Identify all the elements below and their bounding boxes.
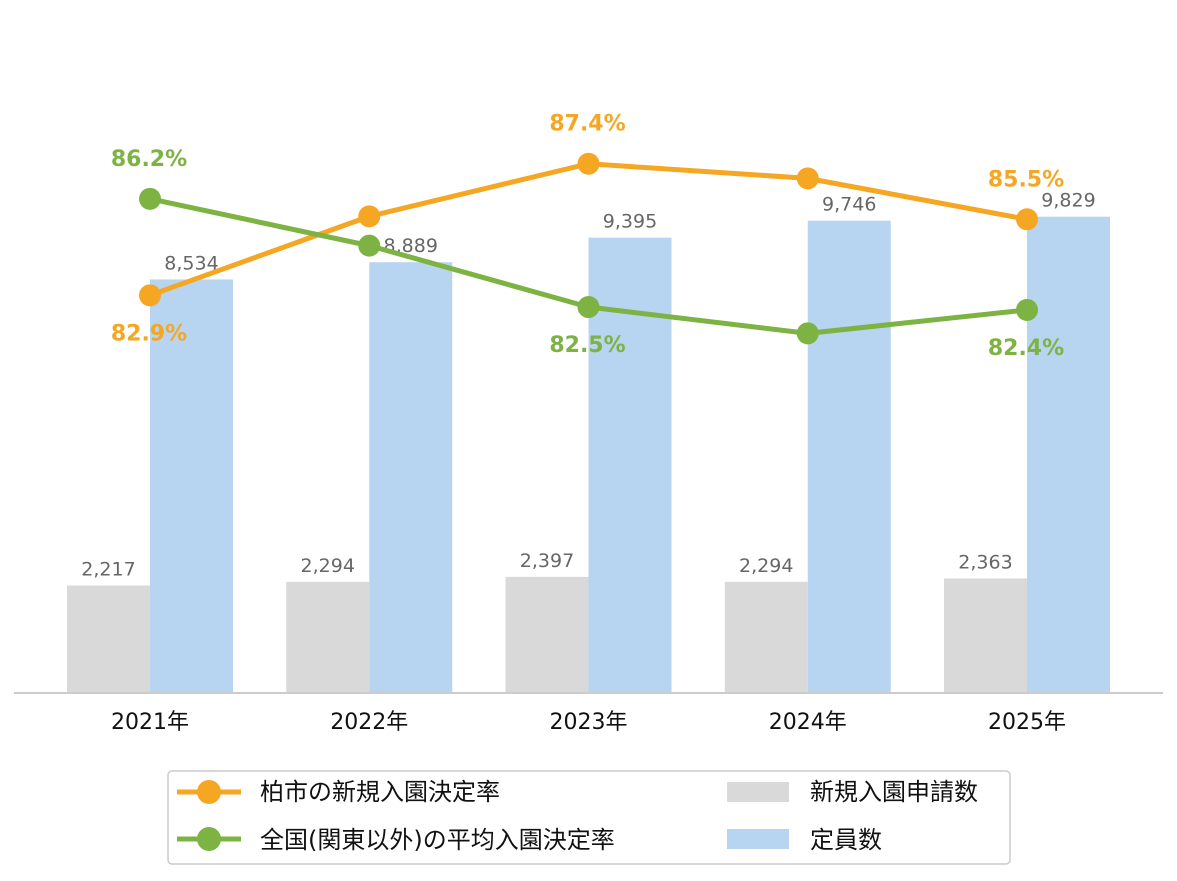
national-rate-data-label: 86.2% [111, 147, 187, 172]
x-tick-label: 2025年 [988, 710, 1066, 735]
kashiwa-rate-data-label: 87.4% [549, 112, 625, 137]
x-tick-label: 2021年 [111, 710, 189, 735]
lines-layer: 82.9% 87.4% 85.5% 86.2% 82.5% 82.4% [111, 112, 1064, 361]
x-tick-labels: 2021年 2022年 2023年 2024年 2025年 [111, 710, 1066, 735]
national-rate-point [358, 234, 381, 257]
kashiwa-rate-point [358, 205, 381, 228]
legend-swatch-marker-kashiwa [197, 780, 221, 804]
application-bar [67, 585, 150, 693]
application-bar [505, 576, 589, 693]
application-value-label: 2,294 [301, 555, 355, 577]
capacity-value-label: 8,534 [164, 252, 218, 274]
kashiwa-rate-data-label: 85.5% [988, 167, 1064, 192]
capacity-value-label: 9,829 [1041, 190, 1095, 212]
kashiwa-rate-point [139, 284, 161, 307]
legend-label-capacity: 定員数 [810, 826, 882, 854]
capacity-bar [150, 279, 233, 693]
kashiwa-rate-point [1016, 208, 1038, 231]
kashiwa-rate-data-label: 82.9% [111, 321, 187, 346]
capacity-bar [807, 220, 891, 693]
capacity-bar [588, 237, 672, 693]
application-value-label: 2,397 [520, 550, 574, 572]
bars-layer: 2,2178,5342,2948,8892,3979,3952,2949,746… [67, 190, 1110, 693]
legend: 柏市の新規入園決定率 全国(関東以外)の平均入園決定率 新規入園申請数 定員数 [167, 770, 1011, 865]
x-tick-label: 2022年 [330, 710, 408, 735]
legend-label-kashiwa-rate: 柏市の新規入園決定率 [260, 778, 500, 806]
national-rate-data-label: 82.5% [549, 333, 625, 358]
application-bar [286, 581, 370, 693]
x-tick-label: 2024年 [769, 710, 847, 735]
x-tick-label: 2023年 [550, 710, 628, 735]
kashiwa-rate-point [796, 167, 819, 190]
kashiwa-rate-point [577, 152, 600, 175]
capacity-value-label: 9,395 [603, 211, 657, 233]
application-bar [944, 578, 1027, 693]
national-rate-point [139, 187, 161, 210]
legend-frame [167, 770, 1011, 865]
legend-label-national-rate: 全国(関東以外)の平均入園決定率 [260, 826, 615, 854]
legend-swatch-marker-national [197, 827, 221, 851]
national-rate-point [577, 296, 600, 319]
national-rate-point [796, 322, 819, 345]
application-value-label: 2,217 [81, 559, 135, 581]
legend-swatch-applications [727, 782, 789, 802]
application-value-label: 2,294 [739, 555, 793, 577]
capacity-bar [369, 262, 453, 693]
legend-swatch-capacity [727, 829, 789, 849]
capacity-bar [1027, 216, 1110, 693]
national-rate-data-label: 82.4% [988, 336, 1064, 361]
national-rate-point [1016, 298, 1038, 321]
application-bar [724, 581, 808, 693]
legend-label-applications: 新規入園申請数 [810, 778, 978, 806]
capacity-value-label: 9,746 [822, 194, 876, 216]
application-value-label: 2,363 [958, 551, 1012, 573]
